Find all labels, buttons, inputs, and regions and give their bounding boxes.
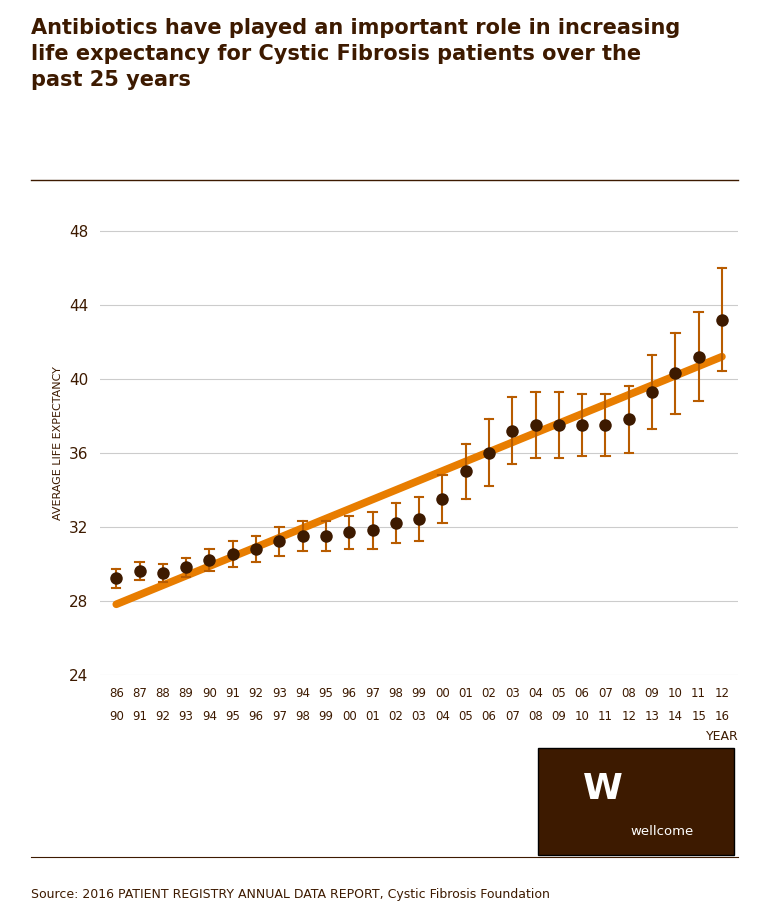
Text: 12: 12 xyxy=(621,710,636,723)
Text: 92: 92 xyxy=(155,710,171,723)
Text: 94: 94 xyxy=(202,710,217,723)
Text: 94: 94 xyxy=(295,687,310,700)
Text: 08: 08 xyxy=(528,710,543,723)
Text: 03: 03 xyxy=(411,710,427,723)
Text: 04: 04 xyxy=(435,710,450,723)
Text: 01: 01 xyxy=(458,687,473,700)
Text: 93: 93 xyxy=(272,687,287,700)
Text: 86: 86 xyxy=(109,687,124,700)
Text: 89: 89 xyxy=(178,687,194,700)
Text: 92: 92 xyxy=(248,687,264,700)
Text: 06: 06 xyxy=(481,710,497,723)
Text: 02: 02 xyxy=(388,710,403,723)
Text: 01: 01 xyxy=(365,710,380,723)
Text: 07: 07 xyxy=(504,710,520,723)
Text: 10: 10 xyxy=(574,710,590,723)
Text: 07: 07 xyxy=(598,687,613,700)
Text: 12: 12 xyxy=(714,687,730,700)
Text: 11: 11 xyxy=(691,687,706,700)
Text: 96: 96 xyxy=(248,710,264,723)
Text: 00: 00 xyxy=(435,687,450,700)
Text: 08: 08 xyxy=(621,687,636,700)
Text: 04: 04 xyxy=(528,687,543,700)
Text: W: W xyxy=(583,772,623,806)
Text: 02: 02 xyxy=(481,687,497,700)
Text: 10: 10 xyxy=(668,687,683,700)
Text: YEAR: YEAR xyxy=(705,730,738,743)
Text: 97: 97 xyxy=(365,687,380,700)
Text: 95: 95 xyxy=(318,687,334,700)
Text: 93: 93 xyxy=(178,710,194,723)
Text: 13: 13 xyxy=(644,710,660,723)
Text: 09: 09 xyxy=(551,710,566,723)
Text: Source: 2016 PATIENT REGISTRY ANNUAL DATA REPORT, Cystic Fibrosis Foundation: Source: 2016 PATIENT REGISTRY ANNUAL DAT… xyxy=(31,888,550,901)
Text: 05: 05 xyxy=(551,687,566,700)
Text: 91: 91 xyxy=(132,710,147,723)
Text: 91: 91 xyxy=(225,687,240,700)
Text: 14: 14 xyxy=(667,710,683,723)
Text: 90: 90 xyxy=(109,710,124,723)
Text: 11: 11 xyxy=(598,710,613,723)
Text: 98: 98 xyxy=(295,710,310,723)
Text: 00: 00 xyxy=(342,710,357,723)
Text: 09: 09 xyxy=(644,687,660,700)
FancyBboxPatch shape xyxy=(538,748,734,855)
Text: 88: 88 xyxy=(155,687,170,700)
Text: 95: 95 xyxy=(225,710,240,723)
Text: 99: 99 xyxy=(411,687,427,700)
Text: wellcome: wellcome xyxy=(631,825,694,838)
Text: 99: 99 xyxy=(318,710,334,723)
Text: 90: 90 xyxy=(202,687,217,700)
Y-axis label: AVERAGE LIFE EXPECTANCY: AVERAGE LIFE EXPECTANCY xyxy=(52,367,62,520)
Text: 96: 96 xyxy=(341,687,357,700)
Text: 03: 03 xyxy=(505,687,520,700)
Text: 98: 98 xyxy=(388,687,403,700)
Text: 87: 87 xyxy=(132,687,147,700)
Text: 16: 16 xyxy=(714,710,730,723)
Text: 97: 97 xyxy=(271,710,287,723)
Text: 15: 15 xyxy=(691,710,706,723)
Text: 05: 05 xyxy=(458,710,473,723)
Text: 06: 06 xyxy=(574,687,590,700)
Text: Antibiotics have played an important role in increasing
life expectancy for Cyst: Antibiotics have played an important rol… xyxy=(31,18,680,90)
